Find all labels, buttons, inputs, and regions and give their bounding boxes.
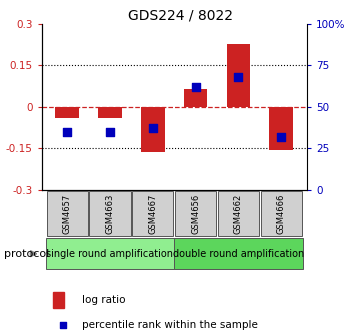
Text: percentile rank within the sample: percentile rank within the sample: [82, 320, 258, 330]
Text: GSM4662: GSM4662: [234, 194, 243, 234]
Text: GSM4656: GSM4656: [191, 194, 200, 234]
Text: GSM4663: GSM4663: [105, 194, 114, 234]
Text: GSM4657: GSM4657: [63, 194, 72, 234]
Point: [235, 74, 241, 79]
Bar: [269, 107, 293, 150]
FancyBboxPatch shape: [90, 191, 131, 237]
Bar: [98, 107, 122, 118]
FancyBboxPatch shape: [132, 191, 173, 237]
Point: [150, 126, 156, 131]
FancyBboxPatch shape: [261, 191, 302, 237]
Bar: [227, 44, 250, 107]
FancyBboxPatch shape: [174, 238, 303, 269]
Bar: [53, 292, 64, 308]
Point: [278, 134, 284, 139]
Text: single round amplification: single round amplification: [47, 249, 174, 259]
Text: log ratio: log ratio: [82, 295, 126, 305]
FancyBboxPatch shape: [175, 191, 216, 237]
Text: GSM4666: GSM4666: [277, 194, 286, 234]
FancyBboxPatch shape: [47, 191, 88, 237]
Bar: [141, 107, 165, 153]
FancyBboxPatch shape: [46, 238, 174, 269]
Text: double round amplification: double round amplification: [173, 249, 304, 259]
FancyBboxPatch shape: [218, 191, 259, 237]
Text: GDS224 / 8022: GDS224 / 8022: [128, 8, 233, 23]
Text: GSM4667: GSM4667: [148, 194, 157, 234]
Point: [107, 129, 113, 134]
Text: protocol: protocol: [4, 249, 49, 259]
Bar: [56, 107, 79, 118]
Point: [64, 129, 70, 134]
Point: [193, 84, 199, 89]
Point: [60, 322, 66, 328]
Bar: [184, 89, 207, 107]
